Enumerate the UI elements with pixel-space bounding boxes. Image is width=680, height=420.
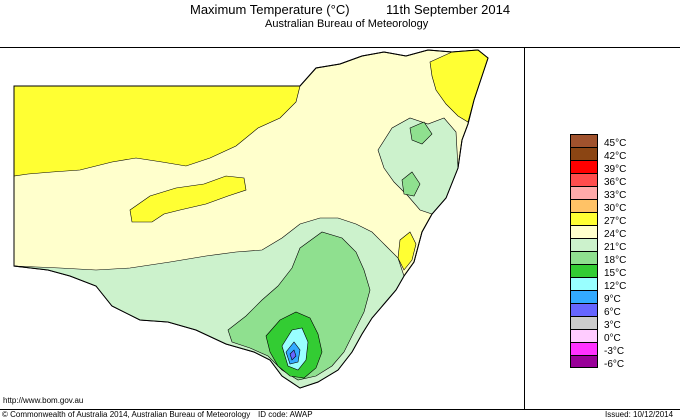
legend-row: 30°C bbox=[570, 199, 640, 214]
legend-row: 12°C bbox=[570, 277, 640, 292]
legend-label: 15°C bbox=[604, 268, 627, 279]
legend-swatch bbox=[570, 251, 598, 264]
legend-row: 3°C bbox=[570, 316, 640, 331]
legend-label: 18°C bbox=[604, 255, 627, 266]
legend-swatch bbox=[570, 147, 598, 160]
legend-label: -6°C bbox=[604, 359, 625, 370]
region-27-northwest bbox=[13, 85, 301, 177]
legend-label: 27°C bbox=[604, 216, 627, 227]
id-code: ID code: AWAP bbox=[258, 410, 313, 419]
legend-row: 6°C bbox=[570, 303, 640, 318]
legend-label: 24°C bbox=[604, 229, 627, 240]
state-outline bbox=[13, 49, 489, 389]
legend-swatch bbox=[570, 212, 598, 225]
legend-row: 42°C bbox=[570, 147, 640, 162]
copyright-note: © Commonwealth of Australia 2014, Austra… bbox=[2, 410, 251, 419]
legend-swatch bbox=[570, 355, 598, 368]
legend-label: 42°C bbox=[604, 151, 627, 162]
figure-frame bbox=[0, 47, 680, 410]
legend-label: 30°C bbox=[604, 203, 627, 214]
region-27-central bbox=[129, 175, 247, 223]
legend-label: -3°C bbox=[604, 346, 625, 357]
legend-swatch bbox=[570, 173, 598, 186]
legend-label: 45°C bbox=[604, 138, 627, 149]
legend-row: 33°C bbox=[570, 186, 640, 201]
region-18-southeast bbox=[227, 231, 371, 381]
agency-subtitle: Australian Bureau of Meteorology bbox=[265, 18, 429, 30]
legend-swatch bbox=[570, 199, 598, 212]
legend-row: 9°C bbox=[570, 290, 640, 305]
legend-row: 0°C bbox=[570, 329, 640, 344]
bom-url: http://www.bom.gov.au bbox=[3, 396, 84, 405]
legend-row: 21°C bbox=[570, 238, 640, 253]
legend-row: 18°C bbox=[570, 251, 640, 266]
legend-swatch bbox=[570, 329, 598, 342]
legend-row: 24°C bbox=[570, 225, 640, 240]
legend-swatch bbox=[570, 303, 598, 316]
nsw-temperature-map bbox=[13, 49, 489, 389]
legend-label: 36°C bbox=[604, 177, 627, 188]
legend-row: 27°C bbox=[570, 212, 640, 227]
legend-label: 0°C bbox=[604, 333, 621, 344]
legend-row: 15°C bbox=[570, 264, 640, 279]
region-18-northeast bbox=[401, 121, 433, 197]
region-6-summit bbox=[289, 349, 297, 361]
temperature-legend: 45°C 42°C 39°C 36°C 33°C 30°C 27°C 24°C 21°C 18°C… bbox=[570, 134, 640, 370]
legend-swatch bbox=[570, 277, 598, 290]
legend-swatch bbox=[570, 225, 598, 238]
legend-row: 36°C bbox=[570, 173, 640, 188]
legend-label: 3°C bbox=[604, 320, 621, 331]
legend-swatch bbox=[570, 316, 598, 329]
map-title: Maximum Temperature (°C) bbox=[190, 2, 350, 17]
legend-swatch bbox=[570, 264, 598, 277]
map-date: 11th September 2014 bbox=[386, 2, 511, 17]
legend-swatch bbox=[570, 160, 598, 173]
legend-row: 45°C bbox=[570, 134, 640, 149]
legend-swatch bbox=[570, 290, 598, 303]
issued-date: Issued: 10/12/2014 bbox=[605, 410, 674, 419]
legend-label: 21°C bbox=[604, 242, 627, 253]
legend-swatch bbox=[570, 238, 598, 251]
legend-row: -3°C bbox=[570, 342, 640, 357]
legend-label: 6°C bbox=[604, 307, 621, 318]
legend-swatch bbox=[570, 134, 598, 147]
legend-row: 39°C bbox=[570, 160, 640, 175]
legend-label: 33°C bbox=[604, 190, 627, 201]
legend-label: 12°C bbox=[604, 281, 627, 292]
legend-swatch bbox=[570, 342, 598, 355]
legend-swatch bbox=[570, 186, 598, 199]
title-bar: Maximum Temperature (°C) 11th September … bbox=[0, 2, 680, 18]
legend-row: -6°C bbox=[570, 355, 640, 370]
map-panel bbox=[0, 47, 525, 410]
legend-label: 9°C bbox=[604, 294, 621, 305]
legend-label: 39°C bbox=[604, 164, 627, 175]
